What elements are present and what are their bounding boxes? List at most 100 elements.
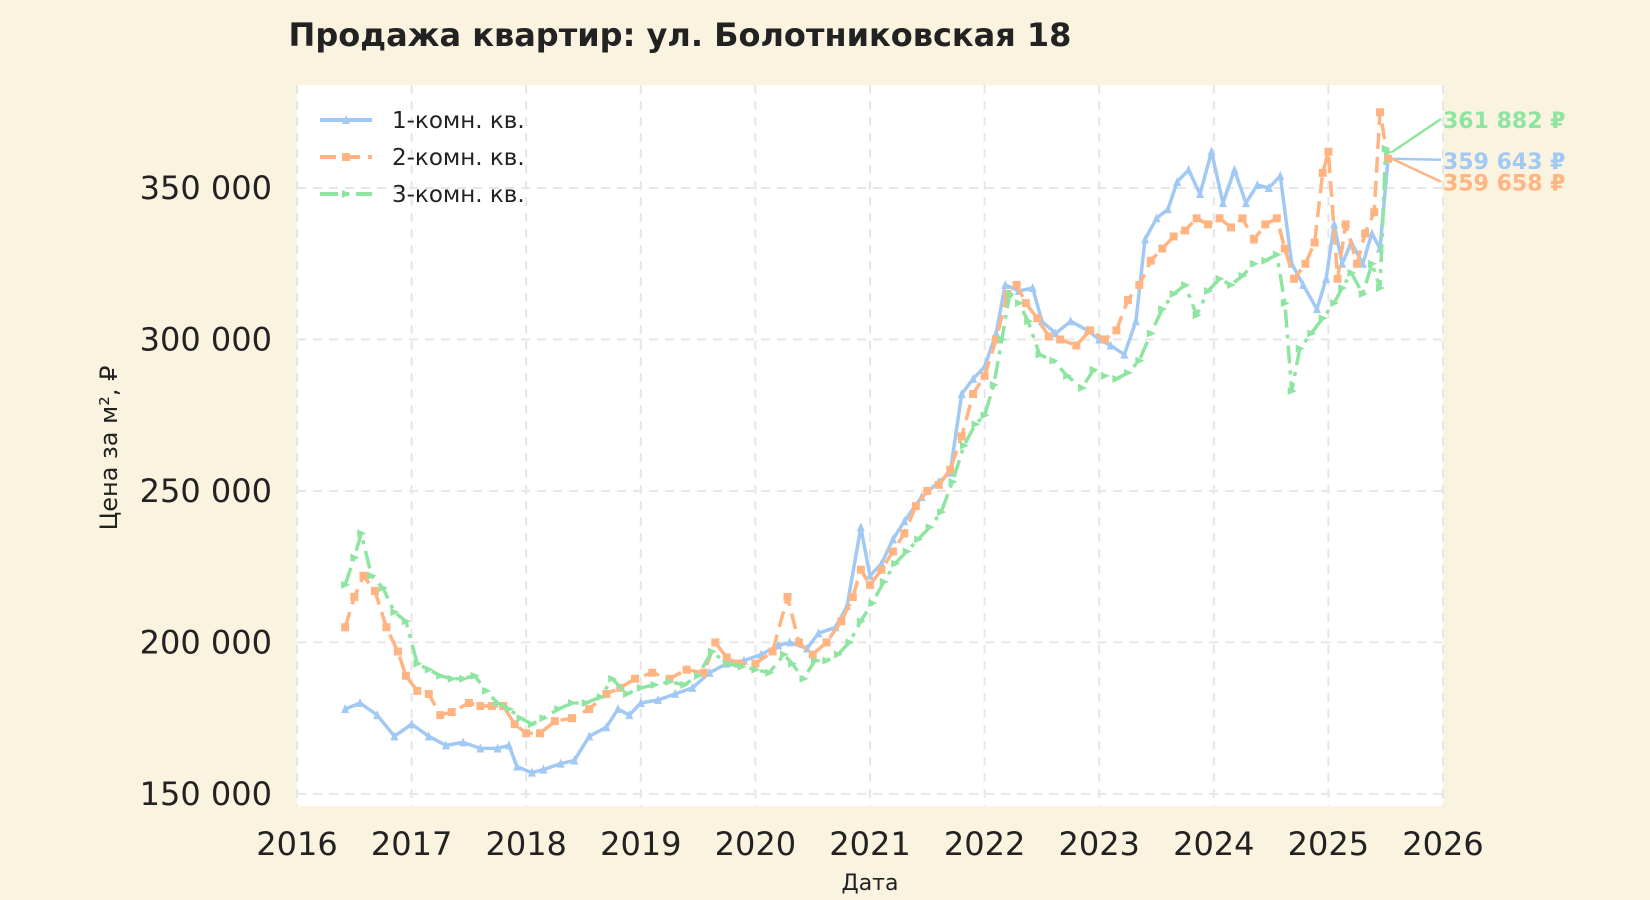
series-1-point-67 xyxy=(1253,179,1262,189)
series-2-point-27 xyxy=(699,668,708,677)
series-3-point-17 xyxy=(527,720,537,729)
series-1-point-74 xyxy=(1330,219,1339,229)
series-2-point-50 xyxy=(980,371,989,380)
x-tick-label-2019: 2019 xyxy=(600,825,681,863)
series-3-point-15 xyxy=(505,705,515,714)
series-3-point-7 xyxy=(413,659,423,668)
end-value-label-3: 361 882 ₽ xyxy=(1443,109,1565,134)
series-1-point-37 xyxy=(888,534,897,544)
series-2-point-58 xyxy=(1072,341,1081,350)
series-1-point-45 xyxy=(992,328,1001,338)
series-1-point-0 xyxy=(341,704,350,714)
series-2-point-45 xyxy=(923,486,932,495)
series-1-point-68 xyxy=(1264,183,1273,192)
series-1-point-49 xyxy=(1037,316,1046,326)
annotation-arrow-3 xyxy=(1391,117,1442,154)
series-2-point-29 xyxy=(722,653,731,662)
x-tick-label-2018: 2018 xyxy=(485,825,566,863)
series-2-point-41 xyxy=(877,565,886,574)
series-2-point-4 xyxy=(382,623,391,632)
series-1-point-31 xyxy=(814,628,823,638)
series-2-point-63 xyxy=(1135,280,1144,289)
legend-marker-2 xyxy=(342,153,350,161)
series-3-point-87 xyxy=(1347,268,1357,277)
series-2-point-79 xyxy=(1310,238,1319,247)
x-tick-label-2024: 2024 xyxy=(1173,825,1254,863)
series-1-point-18 xyxy=(613,704,622,714)
series-1-point-43 xyxy=(969,373,978,383)
series-1-point-51 xyxy=(1066,316,1075,326)
series-3-point-79 xyxy=(1272,250,1282,259)
series-2-point-51 xyxy=(992,335,1001,344)
series-3-point-50 xyxy=(948,477,958,486)
series-3-point-92 xyxy=(1383,148,1393,157)
series-2-point-82 xyxy=(1333,274,1342,283)
series-2-point-21 xyxy=(602,689,611,698)
series-3-point-74 xyxy=(1215,274,1225,283)
series-3-point-71 xyxy=(1181,280,1191,289)
series-3-point-11 xyxy=(459,674,469,683)
series-2-point-6 xyxy=(401,671,410,680)
series-3-point-41 xyxy=(845,638,855,647)
series-1-point-12 xyxy=(527,767,536,777)
series-3-point-25 xyxy=(636,683,646,692)
series-2-point-1 xyxy=(350,592,359,601)
series-3-point-44 xyxy=(879,577,889,586)
series-2-point-2 xyxy=(359,571,368,580)
series-1-point-22 xyxy=(671,688,680,698)
series-2-point-38 xyxy=(848,592,857,601)
series-3-point-2 xyxy=(357,529,367,538)
series-2-point-77 xyxy=(1290,274,1299,283)
series-3-point-43 xyxy=(868,599,878,608)
series-3-point-14 xyxy=(493,699,503,707)
series-3-point-3 xyxy=(367,571,377,580)
series-2-point-78 xyxy=(1301,259,1310,268)
series-3-point-70 xyxy=(1169,290,1179,299)
series-3-point-58 xyxy=(1024,317,1034,326)
y-tick-label-150000: 150 000 xyxy=(140,775,272,813)
series-2-point-15 xyxy=(510,720,519,729)
x-tick-label-2023: 2023 xyxy=(1058,825,1139,863)
series-3-point-62 xyxy=(1078,383,1088,392)
series-3-point-29 xyxy=(694,671,704,680)
series-2-point-69 xyxy=(1204,220,1213,229)
chart-title: Продажа квартир: ул. Болотниковская 18 xyxy=(289,16,1072,54)
series-2-point-39 xyxy=(856,565,865,574)
series-1-point-11 xyxy=(513,761,522,771)
series-2-point-33 xyxy=(783,592,792,601)
series-3-point-77 xyxy=(1249,259,1259,268)
series-2-point-0 xyxy=(341,623,350,632)
series-2-point-67 xyxy=(1181,226,1190,235)
series-3-point-0 xyxy=(341,580,351,589)
series-1-point-29 xyxy=(785,637,794,647)
series-2-point-20 xyxy=(585,705,594,714)
series-1-point-78 xyxy=(1367,228,1376,238)
series-2-point-31 xyxy=(751,659,760,668)
series-3-point-36 xyxy=(788,659,798,668)
series-3-point-1 xyxy=(350,553,360,562)
series-2-point-86 xyxy=(1370,208,1379,217)
series-3-point-48 xyxy=(925,523,935,532)
series-2-group xyxy=(341,108,1392,738)
series-1-point-10 xyxy=(505,740,514,750)
series-3-point-27 xyxy=(665,677,675,686)
series-3-point-64 xyxy=(1100,371,1110,380)
end-value-annotations: 359 643 ₽359 658 ₽ 361 882 ₽ xyxy=(1391,109,1565,197)
x-tick-label-2020: 2020 xyxy=(715,825,796,863)
series-2-point-88 xyxy=(1383,154,1392,163)
series-2-point-72 xyxy=(1238,214,1247,223)
legend: 1-комн. кв. 2-комн. кв. 3-комн. кв. xyxy=(320,108,525,208)
series-3-point-46 xyxy=(902,547,912,556)
series-3-point-45 xyxy=(891,559,901,568)
series-3-point-38 xyxy=(810,656,820,665)
series-3-point-60 xyxy=(1049,356,1059,365)
series-2-point-75 xyxy=(1272,214,1281,223)
series-1-point-21 xyxy=(653,694,662,704)
series-3-point-8 xyxy=(424,665,434,674)
series-3-point-33 xyxy=(751,665,761,674)
series-2-point-10 xyxy=(447,708,456,717)
series-1-point-58 xyxy=(1152,213,1161,223)
series-3-point-21 xyxy=(581,699,591,707)
series-1-point-23 xyxy=(688,682,697,692)
series-3-point-52 xyxy=(971,420,981,429)
